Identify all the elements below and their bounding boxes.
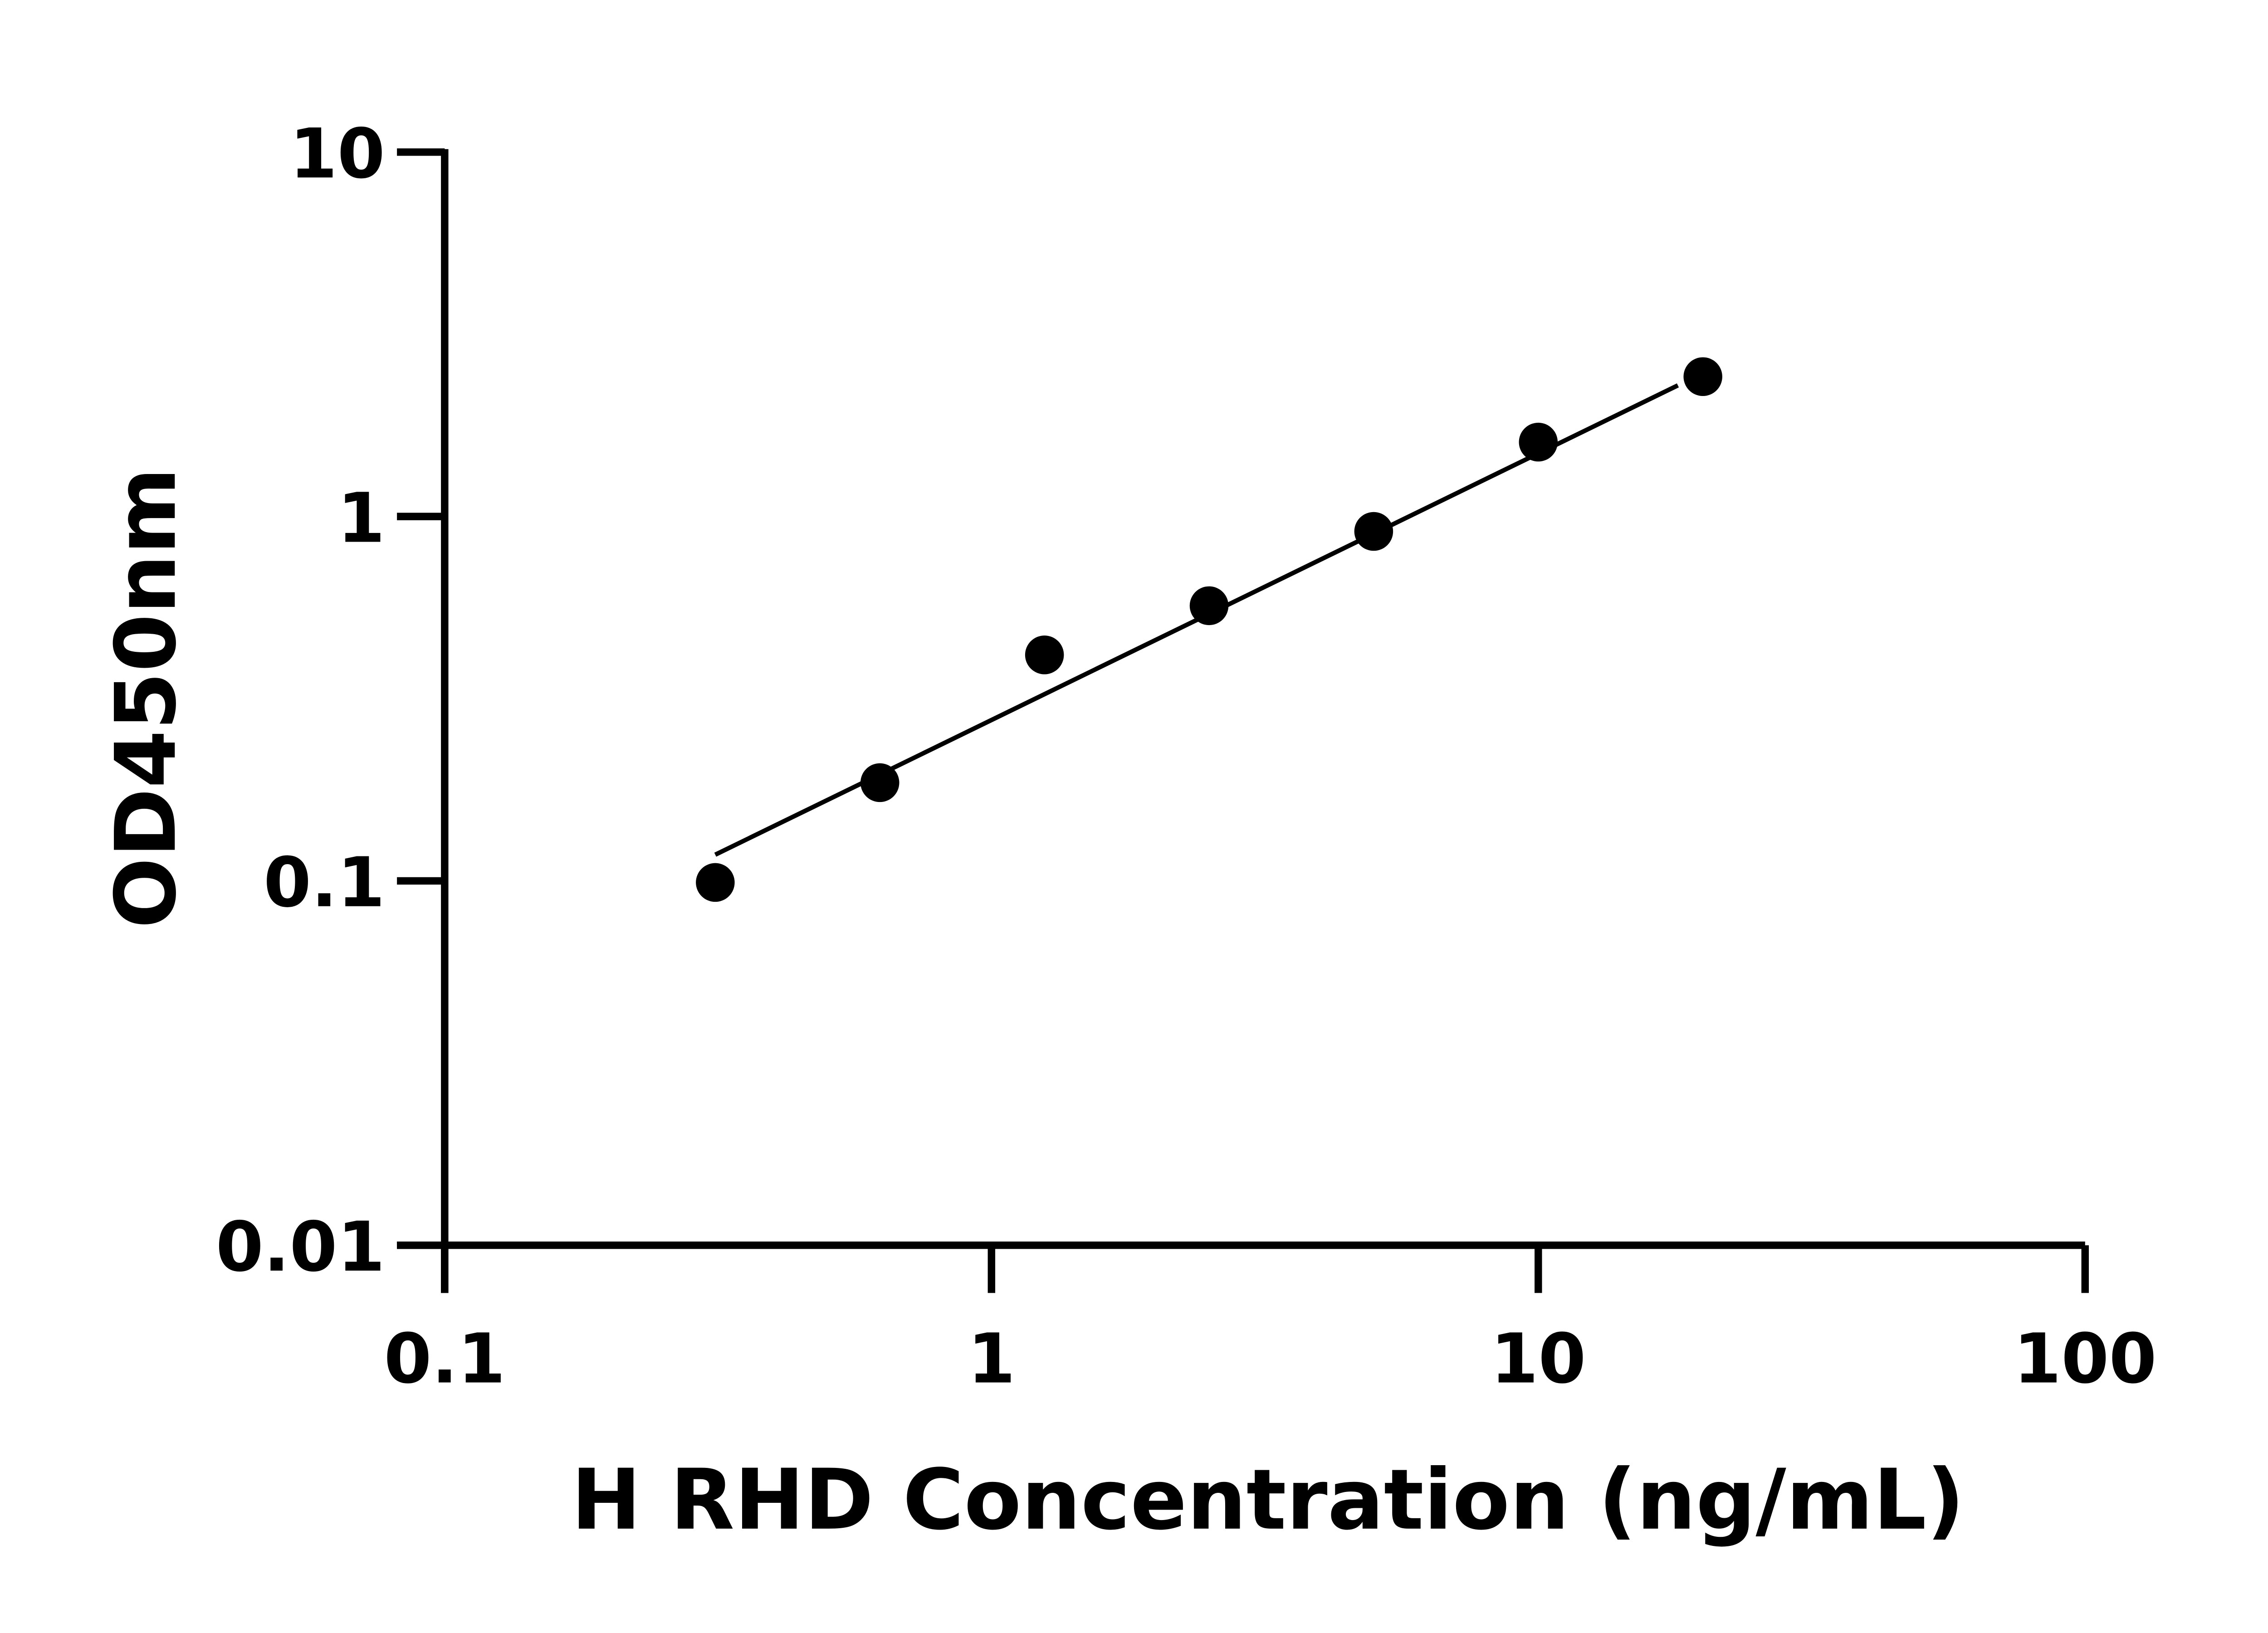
y-tick-label: 0.01 xyxy=(216,1207,385,1287)
x-tick-label: 1 xyxy=(968,1319,1015,1399)
data-point xyxy=(1025,636,1064,675)
axes: 0.1 1 10 100 0.01 0.1 1 10 xyxy=(216,114,2157,1398)
data-point xyxy=(1519,422,1558,462)
x-tick-label: 100 xyxy=(2014,1319,2157,1399)
x-tick-label: 10 xyxy=(1491,1319,1586,1399)
x-axis-label: H RHD Concentration (ng/mL) xyxy=(571,1452,1965,1549)
y-axis-label: OD450nm xyxy=(98,467,195,928)
y-tick-label: 0.1 xyxy=(264,843,385,923)
y-tick-label: 1 xyxy=(337,479,385,558)
y-tick-label: 10 xyxy=(289,114,385,194)
data-point xyxy=(860,763,899,802)
x-tick-label: 0.1 xyxy=(384,1319,505,1399)
data-point xyxy=(1189,586,1229,626)
marks xyxy=(696,357,1722,902)
data-point xyxy=(1683,357,1722,396)
data-point xyxy=(1354,512,1393,551)
data-point xyxy=(696,863,735,902)
